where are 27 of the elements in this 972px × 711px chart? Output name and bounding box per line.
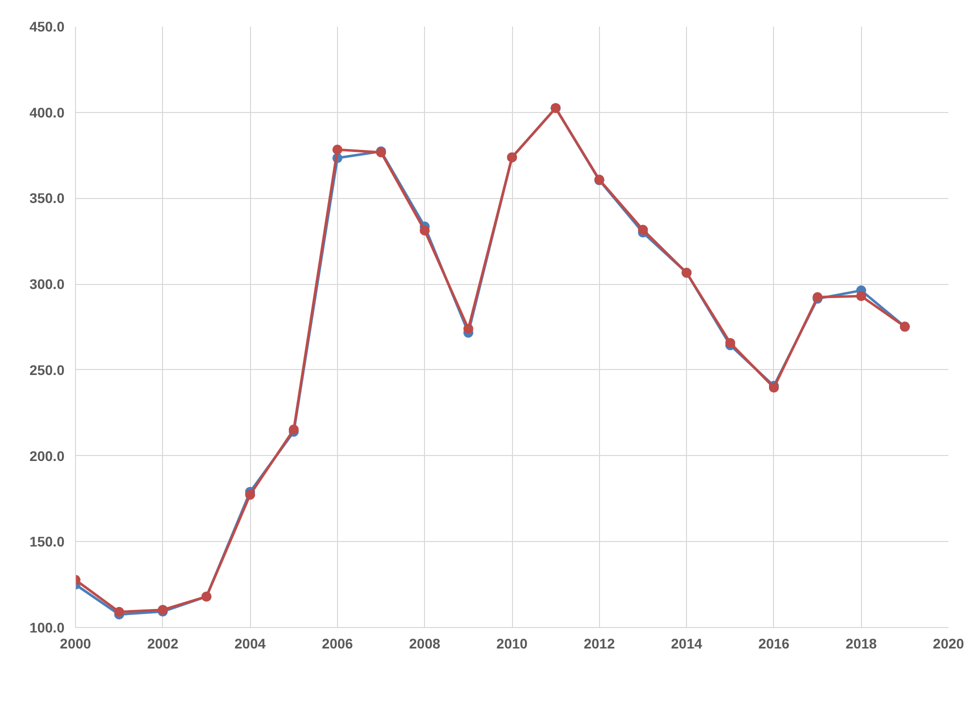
x-tick-label: 2002 xyxy=(147,636,179,652)
point xyxy=(245,490,256,500)
x-tick-label: 2010 xyxy=(496,636,528,652)
x-tick-label: 2016 xyxy=(758,636,790,652)
point xyxy=(114,606,124,617)
point xyxy=(332,144,342,155)
point xyxy=(463,324,474,334)
y-tick-label: 350.0 xyxy=(29,190,65,206)
x-tick-label: 2004 xyxy=(234,636,266,652)
x-tick-label: 2012 xyxy=(584,636,616,652)
point xyxy=(725,338,736,348)
x-tick-label: 2006 xyxy=(322,636,354,652)
y-tick-label: 100.0 xyxy=(29,620,65,636)
point xyxy=(420,226,430,236)
x-tick-label: 2020 xyxy=(932,636,964,652)
point xyxy=(638,224,648,235)
y-tick-label: 150.0 xyxy=(29,534,65,550)
x-tick-label: 2008 xyxy=(409,636,440,652)
y-tick-label: 400.0 xyxy=(29,104,65,120)
x-tick-label: 2018 xyxy=(846,636,877,652)
x-tick-label: 2000 xyxy=(60,636,92,652)
y-tick-label: 250.0 xyxy=(29,362,65,378)
x-tick-label: 2014 xyxy=(671,636,702,652)
y-tick-label: 450.0 xyxy=(29,18,65,34)
y-tick-label: 200.0 xyxy=(29,448,65,464)
y-tick-label: 300.0 xyxy=(29,276,65,292)
point xyxy=(856,291,866,302)
